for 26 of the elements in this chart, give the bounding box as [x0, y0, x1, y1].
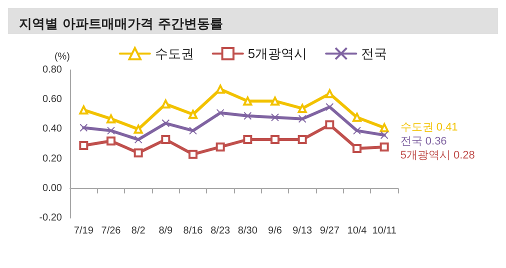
y-tick-label: 0.20: [42, 153, 62, 164]
x-tick-label: 8/23: [210, 226, 230, 236]
x-tick-label: 7/26: [101, 226, 122, 236]
x-tick-label: 10/11: [372, 226, 397, 236]
x-tick-label: 7/19: [74, 226, 94, 236]
x-tick-label: 8/16: [183, 226, 204, 236]
annotation: 수도권 0.41: [400, 122, 458, 134]
x-tick-label: 9/13: [292, 226, 312, 236]
y-tick-label: 0.00: [42, 182, 62, 194]
y-tick-label: -0.20: [39, 212, 62, 224]
legend-label: 전국: [361, 46, 388, 62]
legend-label: 5개광역시: [248, 46, 308, 62]
x-tick-label: 8/9: [158, 226, 174, 236]
x-tick-label: 8/2: [131, 226, 146, 236]
annotation: 5개광역시 0.28: [400, 150, 475, 162]
x-tick-label: 9/6: [268, 226, 282, 236]
legend-label: 수도권: [154, 46, 194, 62]
x-tick-label: 8/30: [238, 226, 258, 236]
y-tick-label: 0.40: [42, 124, 62, 135]
chart-title: 지역별 아파트매매가격 주간변동률: [19, 17, 224, 32]
y-axis-title: (%): [54, 52, 70, 62]
y-tick-label: 0.80: [42, 64, 62, 76]
annotation: 전국 0.36: [400, 136, 447, 148]
y-tick-label: 0.60: [42, 94, 62, 106]
x-tick-label: 9/27: [320, 226, 340, 236]
x-tick-label: 10/4: [347, 226, 368, 236]
